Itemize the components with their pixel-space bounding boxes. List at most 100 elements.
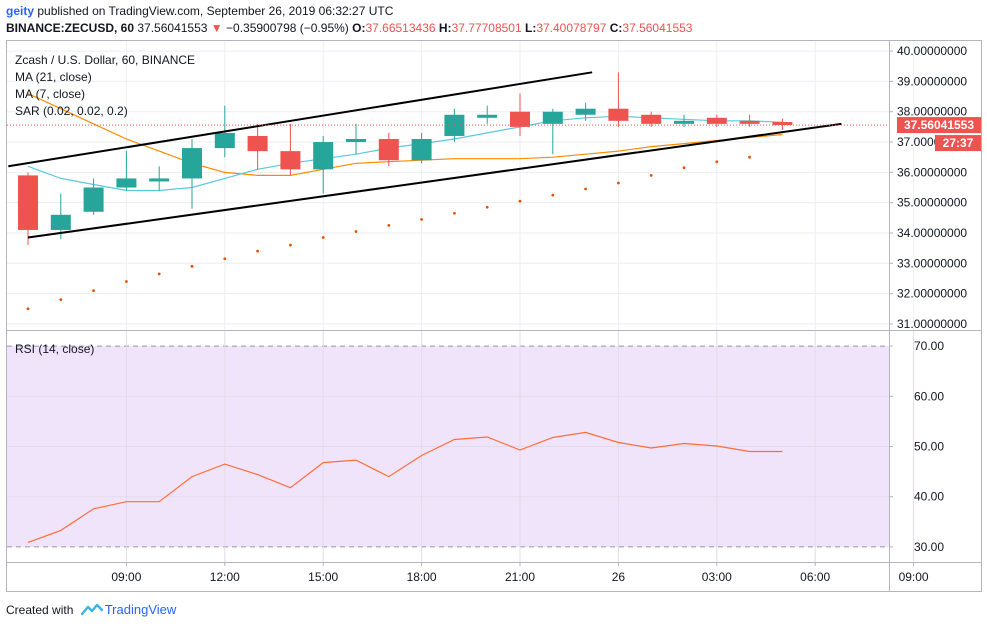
price-axis-tick-label: 35.00000000 — [897, 196, 967, 210]
symbol-ohlc-line: BINANCE:ZECUSD, 60 37.56041553 ▼ −0.3590… — [6, 21, 692, 35]
sar-dot — [518, 199, 522, 203]
price-axis-tick-label: 33.00000000 — [897, 256, 967, 270]
time-axis-tick-label: 12:00 — [210, 570, 240, 584]
sar-dot — [354, 230, 358, 233]
low-label: L: — [524, 21, 537, 35]
candle-up — [411, 139, 432, 161]
chart-frame-border — [6, 40, 982, 592]
chart-container[interactable]: 40.00000000 39.00000000 38.00000000 37.0000… — [6, 40, 982, 592]
price-axis-tick-label: 38.00000000 — [897, 105, 967, 119]
time-axis-tick-label: 09:00 — [111, 570, 141, 584]
last-price-tag-label: 37.56041553 — [904, 118, 974, 132]
candle-down — [378, 139, 399, 161]
rsi-axis-tick-label: 30.00 — [914, 540, 944, 554]
sar-dot — [617, 181, 620, 185]
rsi-axis-tick-label: 60.00 — [914, 389, 944, 403]
price-axis-tick-label: 34.00000000 — [897, 226, 967, 240]
candle-down — [772, 122, 793, 126]
chart-svg[interactable]: 40.0000000039.0000000038.0000000037.0000… — [6, 40, 982, 592]
candle-up — [674, 120, 694, 124]
sar-dot — [748, 155, 751, 159]
low-value: 37.40078797 — [536, 21, 607, 35]
sar-dot — [715, 160, 719, 164]
legend-sar[interactable]: SAR (0.02, 0.02, 0.2) — [15, 104, 128, 118]
close-label: C: — [609, 21, 623, 35]
candle-down — [280, 151, 301, 170]
footer: Created with TradingView — [6, 602, 176, 619]
rsi-axis-tick-label: 70.00 — [914, 339, 944, 353]
created-with-text: Created with — [6, 603, 74, 617]
sar-dot — [649, 173, 653, 177]
rsi-axis-tick-label: 40.00 — [914, 490, 944, 504]
candle-up — [542, 111, 563, 124]
ma21-line — [27, 92, 783, 176]
high-label: H: — [438, 21, 452, 35]
tradingview-logo-icon — [80, 603, 103, 619]
candle-down — [608, 108, 629, 121]
last-price: 37.56041553 — [137, 21, 208, 35]
sar-dot — [584, 187, 587, 191]
candle-down — [247, 135, 268, 152]
candle-up — [182, 148, 202, 179]
sar-dot — [223, 257, 227, 261]
sar-dot — [551, 193, 555, 197]
price-axis-tick-label: 32.00000000 — [897, 287, 967, 301]
candle-up — [346, 139, 366, 143]
candle-down — [510, 111, 530, 127]
candle-down — [18, 175, 38, 230]
countdown-tag — [935, 135, 981, 152]
legend-ma7[interactable]: MA (7, close) — [15, 87, 85, 101]
publisher-username[interactable]: geity — [6, 4, 35, 18]
candle-up — [116, 178, 137, 188]
rsi-line — [27, 431, 783, 543]
sar-dot — [485, 205, 489, 209]
candle-up — [575, 108, 596, 115]
publish-text: published on TradingView.com, September … — [37, 4, 394, 18]
sar-dot — [289, 243, 292, 247]
ma7-line — [27, 115, 783, 192]
candle-up — [214, 132, 235, 149]
candle-down — [706, 117, 727, 124]
tradingview-brand[interactable]: TradingView — [104, 602, 177, 617]
price-axis-tick-label: 36.00000000 — [897, 165, 967, 179]
candle-down — [739, 120, 760, 124]
sar-dot — [682, 166, 686, 170]
candle-up — [477, 114, 498, 118]
price-axis-tick-label: 31.00000000 — [897, 317, 967, 331]
close-value: 37.56041553 — [622, 21, 693, 35]
sar-dot — [387, 224, 391, 227]
down-arrow-icon: ▼ — [210, 21, 223, 35]
time-axis-tick-label: 09:00 — [899, 570, 929, 584]
open-value: 37.66513436 — [365, 21, 436, 35]
high-value: 37.77708501 — [451, 21, 522, 35]
time-axis-tick-label: 06:00 — [800, 570, 830, 584]
legend-rsi[interactable]: RSI (14, close) — [15, 342, 94, 356]
trendline-upper — [8, 71, 593, 168]
candle-up — [83, 187, 104, 212]
trendline-lower — [27, 122, 842, 239]
rsi-axis-tick-label: 50.00 — [914, 440, 944, 454]
symbol-label: BINANCE:ZECUSD, 60 — [6, 21, 135, 35]
candle-up — [149, 178, 170, 182]
countdown-tag-label: 27:37 — [943, 136, 974, 150]
sar-dot — [420, 217, 423, 221]
sar-dot — [453, 211, 456, 215]
time-axis-tick-label: 18:00 — [407, 570, 437, 584]
time-axis-tick-label: 21:00 — [505, 570, 535, 584]
legend-ma21[interactable]: MA (21, close) — [15, 70, 92, 84]
candle-down — [641, 114, 662, 124]
sar-dot — [59, 298, 63, 302]
legend-title: Zcash / U.S. Dollar, 60, BINANCE — [15, 53, 195, 67]
price-change: −0.35900798 (−0.95%) — [226, 21, 349, 35]
last-price-tag — [897, 117, 981, 134]
publish-info: geity published on TradingView.com, Sept… — [6, 4, 393, 18]
sar-dot — [157, 272, 161, 276]
sar-dot — [92, 289, 95, 292]
time-axis-tick-label: 15:00 — [308, 570, 338, 584]
time-axis-tick-label: 03:00 — [702, 570, 732, 584]
time-axis-tick-label: 26 — [612, 570, 626, 584]
price-axis-tick-label: 39.00000000 — [897, 74, 967, 88]
candle-up — [313, 142, 334, 170]
sar-dot — [26, 307, 30, 311]
price-axis-tick-label: 40.00000000 — [897, 44, 967, 58]
